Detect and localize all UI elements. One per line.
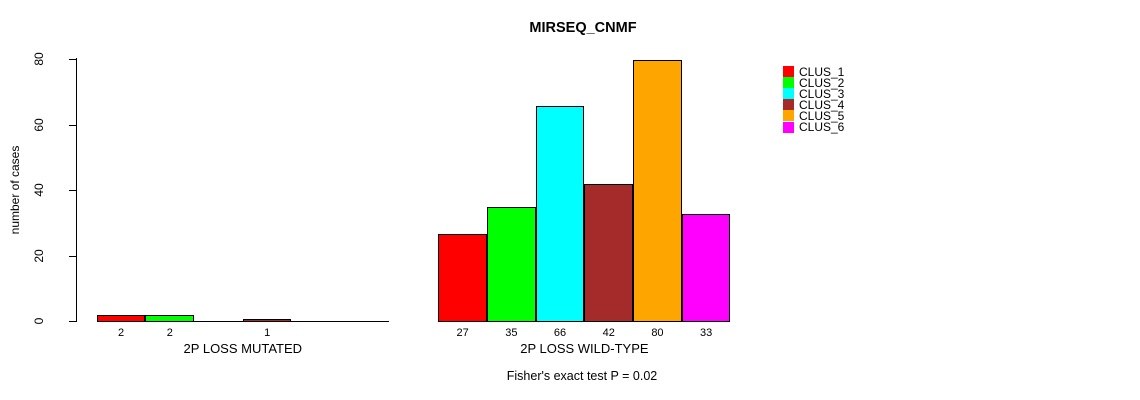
- bar-value-label: 33: [700, 327, 713, 339]
- legend-swatch-CLUS_3: [783, 88, 794, 100]
- legend-swatch-CLUS_4: [783, 99, 794, 111]
- bar-value-label: 2: [166, 327, 173, 339]
- legend-label: CLUS_6: [799, 120, 845, 134]
- annotation-text: Fisher's exact test P = 0.02: [506, 369, 658, 383]
- group-label: 2P LOSS WILD-TYPE: [520, 341, 649, 356]
- legend-label: CLUS_4: [799, 97, 845, 112]
- legend-label: CLUS_5: [799, 108, 845, 123]
- y-axis-tick: [69, 190, 76, 191]
- bar-value-label: 80: [651, 327, 664, 339]
- y-axis-tick-label: 20: [32, 248, 46, 263]
- legend-swatch-CLUS_2: [783, 77, 794, 89]
- y-axis-tick: [69, 59, 76, 60]
- y-axis-tick: [69, 321, 76, 322]
- bar-value-label: 35: [505, 327, 518, 339]
- group-baseline: [96, 321, 389, 322]
- legend-swatch-CLUS_6: [783, 121, 794, 133]
- bar-value-label: 1: [264, 327, 271, 339]
- legend-swatch-CLUS_5: [783, 110, 794, 122]
- legend-label: CLUS_3: [799, 86, 845, 101]
- bar-value-label: 42: [602, 327, 615, 339]
- chart-title: MIRSEQ_CNMF: [529, 20, 637, 36]
- legend-swatch-CLUS_1: [783, 66, 794, 77]
- bar-CLUS_6: [681, 214, 731, 322]
- y-axis-line: [76, 58, 77, 322]
- y-axis-tick-label: 80: [32, 52, 46, 66]
- bar-value-label: 66: [553, 327, 567, 339]
- y-axis-label: number of cases: [8, 145, 22, 235]
- bar-value-label: 2: [117, 327, 125, 339]
- group-baseline: [438, 321, 731, 322]
- legend-label: CLUS_2: [799, 75, 845, 90]
- legend-label: CLUS_1: [799, 64, 845, 79]
- y-axis-tick-label: 60: [32, 117, 46, 132]
- bar-CLUS_3: [535, 106, 585, 322]
- bar-CLUS_1: [438, 234, 487, 322]
- bar-CLUS_5: [633, 60, 682, 322]
- group-label: 2P LOSS MUTATED: [183, 341, 303, 356]
- bar-value-label: 27: [456, 327, 469, 339]
- y-axis-tick-label: 0: [32, 317, 46, 325]
- bar-CLUS_2: [487, 207, 536, 322]
- y-axis-tick-label: 40: [32, 183, 46, 197]
- y-axis-tick: [69, 256, 76, 257]
- y-axis-tick: [69, 125, 76, 126]
- bar-CLUS_4: [584, 184, 634, 322]
